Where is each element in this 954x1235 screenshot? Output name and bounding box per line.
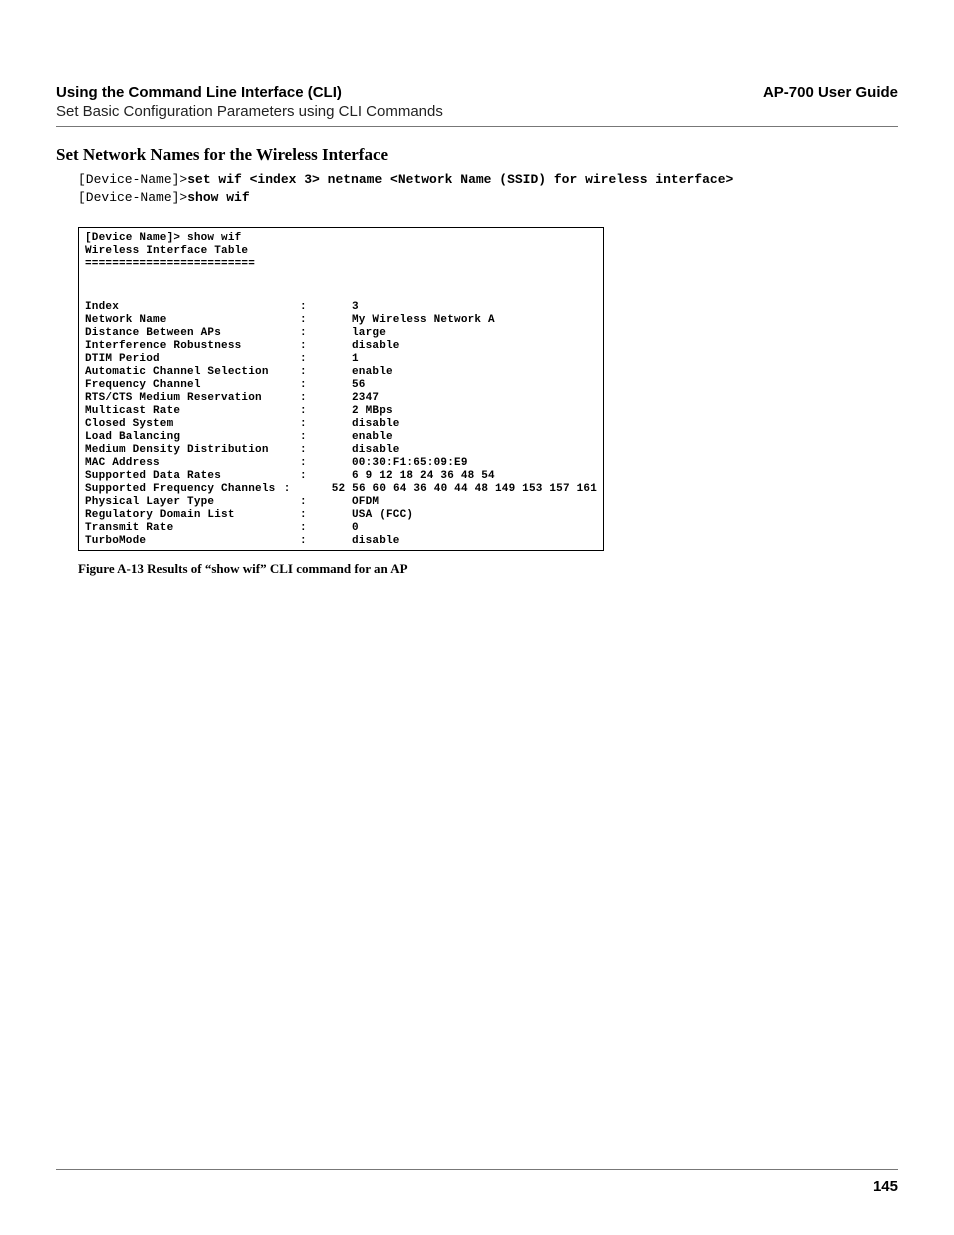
terminal-spacer <box>85 271 597 301</box>
terminal-row-colon: : <box>300 522 352 535</box>
terminal-row-label: Network Name <box>85 314 300 327</box>
terminal-row-label: DTIM Period <box>85 353 300 366</box>
terminal-row-label: Regulatory Domain List <box>85 509 300 522</box>
terminal-row-value: OFDM <box>352 496 379 509</box>
terminal-row-label: TurboMode <box>85 535 300 548</box>
terminal-row: RTS/CTS Medium Reservation:2347 <box>85 392 597 405</box>
terminal-row-value: 56 <box>352 379 366 392</box>
terminal-row-label: Interference Robustness <box>85 340 300 353</box>
terminal-row-value: 3 <box>352 301 359 314</box>
terminal-row-colon: : <box>300 535 352 548</box>
terminal-row: Distance Between APs:large <box>85 327 597 340</box>
terminal-row: Multicast Rate:2 MBps <box>85 405 597 418</box>
terminal-row: Closed System:disable <box>85 418 597 431</box>
terminal-row-label: RTS/CTS Medium Reservation <box>85 392 300 405</box>
terminal-row-label: Load Balancing <box>85 431 300 444</box>
terminal-header-line: [Device Name]> show wif <box>85 232 597 245</box>
terminal-row-label: MAC Address <box>85 457 300 470</box>
terminal-row-value: disable <box>352 535 400 548</box>
terminal-row: Physical Layer Type:OFDM <box>85 496 597 509</box>
terminal-row-label: Closed System <box>85 418 300 431</box>
terminal-row-colon: : <box>284 483 332 496</box>
terminal-row-value: USA (FCC) <box>352 509 413 522</box>
terminal-row-label: Frequency Channel <box>85 379 300 392</box>
terminal-row-value: 2 MBps <box>352 405 393 418</box>
terminal-row-value: enable <box>352 366 393 379</box>
terminal-row: TurboMode:disable <box>85 535 597 548</box>
terminal-row-colon: : <box>300 431 352 444</box>
terminal-row: Supported Frequency Channels:52 56 60 64… <box>85 483 597 496</box>
terminal-row-colon: : <box>300 314 352 327</box>
terminal-row: MAC Address:00:30:F1:65:09:E9 <box>85 457 597 470</box>
cli-cmd-1: set wif <index 3> netname <Network Name … <box>187 172 733 187</box>
section-title: Set Network Names for the Wireless Inter… <box>56 145 898 165</box>
terminal-row-label: Supported Data Rates <box>85 470 300 483</box>
terminal-row-label: Supported Frequency Channels <box>85 483 284 496</box>
terminal-row-colon: : <box>300 366 352 379</box>
cli-prompt-1: [Device-Name]> <box>78 172 187 187</box>
terminal-header-line: ========================= <box>85 258 597 271</box>
terminal-row-label: Transmit Rate <box>85 522 300 535</box>
terminal-row-colon: : <box>300 405 352 418</box>
terminal-row-value: 1 <box>352 353 359 366</box>
page-header-row: Using the Command Line Interface (CLI) A… <box>56 84 898 101</box>
terminal-row-value: 0 <box>352 522 359 535</box>
terminal-row: Index:3 <box>85 301 597 314</box>
terminal-row: Transmit Rate:0 <box>85 522 597 535</box>
terminal-row-colon: : <box>300 392 352 405</box>
terminal-row-value: disable <box>352 418 400 431</box>
terminal-row-value: 2347 <box>352 392 379 405</box>
header-left: Using the Command Line Interface (CLI) <box>56 84 342 101</box>
header-sub: Set Basic Configuration Parameters using… <box>56 103 898 120</box>
terminal-row-colon: : <box>300 353 352 366</box>
terminal-row-value: disable <box>352 444 400 457</box>
cli-block: [Device-Name]>set wif <index 3> netname … <box>78 171 898 207</box>
terminal-row-value: 52 56 60 64 36 40 44 48 149 153 157 161 <box>332 483 597 496</box>
page: Using the Command Line Interface (CLI) A… <box>0 0 954 1235</box>
terminal-row-value: My Wireless Network A <box>352 314 495 327</box>
terminal-rows: Index:3Network Name:My Wireless Network … <box>85 301 597 547</box>
terminal-row-label: Medium Density Distribution <box>85 444 300 457</box>
terminal-row-colon: : <box>300 327 352 340</box>
terminal-row-colon: : <box>300 418 352 431</box>
terminal-row-colon: : <box>300 457 352 470</box>
page-number: 145 <box>873 1178 898 1195</box>
terminal-output: [Device Name]> show wif Wireless Interfa… <box>78 227 604 550</box>
terminal-row-label: Index <box>85 301 300 314</box>
header-right: AP-700 User Guide <box>763 84 898 101</box>
terminal-row: Medium Density Distribution:disable <box>85 444 597 457</box>
terminal-row-value: 6 9 12 18 24 36 48 54 <box>352 470 495 483</box>
terminal-row: Frequency Channel:56 <box>85 379 597 392</box>
terminal-row-value: large <box>352 327 386 340</box>
terminal-row-colon: : <box>300 340 352 353</box>
terminal-row-value: enable <box>352 431 393 444</box>
terminal-row: DTIM Period:1 <box>85 353 597 366</box>
terminal-row: Network Name:My Wireless Network A <box>85 314 597 327</box>
terminal-row: Interference Robustness:disable <box>85 340 597 353</box>
terminal-row-colon: : <box>300 444 352 457</box>
terminal-header-line: Wireless Interface Table <box>85 245 597 258</box>
header-rule <box>56 126 898 127</box>
terminal-row-colon: : <box>300 470 352 483</box>
terminal-row-label: Physical Layer Type <box>85 496 300 509</box>
terminal-row: Regulatory Domain List:USA (FCC) <box>85 509 597 522</box>
page-footer: 145 <box>56 1169 898 1195</box>
cli-cmd-2: show wif <box>187 190 249 205</box>
terminal-row-label: Automatic Channel Selection <box>85 366 300 379</box>
terminal-row-label: Multicast Rate <box>85 405 300 418</box>
terminal-row: Supported Data Rates:6 9 12 18 24 36 48 … <box>85 470 597 483</box>
terminal-row: Automatic Channel Selection:enable <box>85 366 597 379</box>
figure-caption: Figure A-13 Results of “show wif” CLI co… <box>78 561 898 577</box>
terminal-row: Load Balancing:enable <box>85 431 597 444</box>
terminal-row-value: 00:30:F1:65:09:E9 <box>352 457 468 470</box>
terminal-row-colon: : <box>300 509 352 522</box>
terminal-row-colon: : <box>300 496 352 509</box>
cli-prompt-2: [Device-Name]> <box>78 190 187 205</box>
terminal-row-label: Distance Between APs <box>85 327 300 340</box>
terminal-row-value: disable <box>352 340 400 353</box>
terminal-row-colon: : <box>300 379 352 392</box>
terminal-row-colon: : <box>300 301 352 314</box>
